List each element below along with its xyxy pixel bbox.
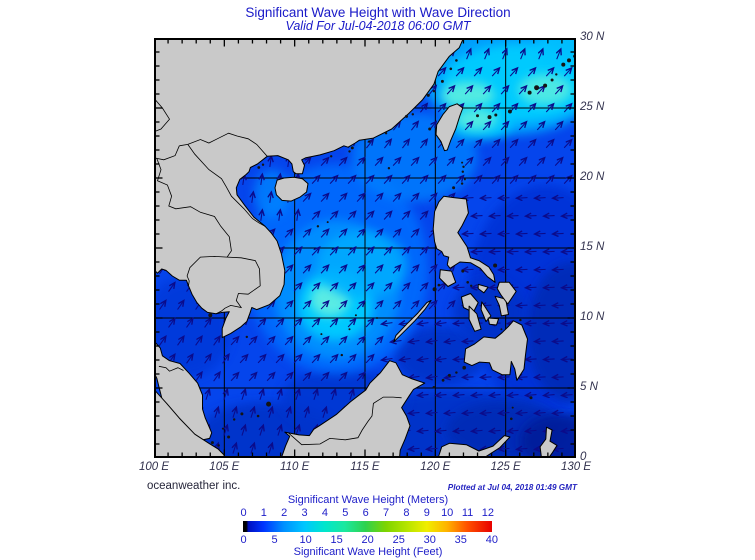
legend-feet-tick: 25 <box>392 534 405 546</box>
lat-tick-label: 20 N <box>580 171 605 183</box>
legend-feet-tick: 30 <box>423 534 436 546</box>
legend-meters-tick: 8 <box>403 507 410 519</box>
lon-tick-label: 115 E <box>350 461 380 473</box>
legend-feet-tick: 35 <box>454 534 467 546</box>
legend-meters-tick: 1 <box>260 507 267 519</box>
lat-tick-label: 10 N <box>580 311 605 323</box>
lon-tick-label: 130 E <box>560 461 592 473</box>
legend-meters-tick: 4 <box>321 507 329 519</box>
map-frame <box>154 38 576 458</box>
legend-meters-tick: 5 <box>342 507 349 519</box>
legend-meters-tick: 2 <box>281 507 288 519</box>
plotted-timestamp: Plotted at Jul 04, 2018 01:49 GMT <box>447 483 577 492</box>
lat-tick-label: 30 N <box>580 31 605 43</box>
lon-tick-label: 100 E <box>138 461 170 473</box>
legend-feet-tick: 0 <box>240 534 247 546</box>
legend-feet-tick: 10 <box>299 534 312 546</box>
legend-feet-label: Significant Wave Height (Feet) <box>293 546 443 558</box>
legend-meters-tick: 7 <box>383 507 390 519</box>
legend-meters-tick: 9 <box>423 507 430 519</box>
lon-tick-label: 110 E <box>280 461 310 473</box>
lat-tick-label: 5 N <box>580 381 598 393</box>
lat-tick-label: 0 <box>580 451 587 463</box>
legend-meters-tick: 10 <box>441 507 454 519</box>
legend-meters-tick: 6 <box>362 507 369 519</box>
map-canvas <box>154 38 576 458</box>
page-subtitle: Valid For Jul-04-2018 06:00 GMT <box>285 19 471 33</box>
credit-text: oceanweather inc. <box>147 480 241 492</box>
lat-tick-label: 25 N <box>580 101 605 113</box>
legend-feet-tick: 40 <box>485 534 498 546</box>
legend-colorbar <box>243 521 492 532</box>
legend-meters-label: Significant Wave Height (Meters) <box>287 494 449 506</box>
legend-meters-tick: 12 <box>481 507 495 519</box>
legend-meters-tick: 11 <box>461 507 474 519</box>
legend-feet-tick: 15 <box>330 534 343 546</box>
legend-meters-tick: 3 <box>301 507 308 519</box>
legend-feet-tick: 5 <box>271 534 278 546</box>
country-borders <box>154 97 402 446</box>
colorbar-gradient <box>243 521 492 532</box>
lon-tick-label: 105 E <box>209 461 240 473</box>
small-islands <box>208 54 576 447</box>
lon-tick-label: 125 E <box>490 461 521 473</box>
legend-feet-tick: 20 <box>361 534 374 546</box>
page-title: Significant Wave Height with Wave Direct… <box>245 5 511 20</box>
land-layer <box>154 38 558 458</box>
legend-meters-tick: 0 <box>240 507 247 519</box>
lat-tick-label: 15 N <box>580 241 605 253</box>
lon-tick-label: 120 E <box>420 461 451 473</box>
